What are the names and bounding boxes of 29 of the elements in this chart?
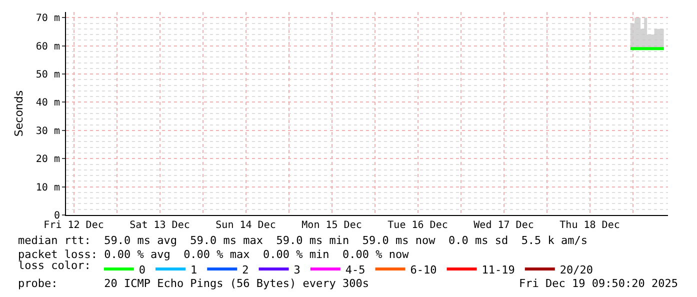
y-axis-title: Seconds <box>12 90 26 137</box>
y-tick-label: 20 m <box>36 154 60 166</box>
x-tick-label: Wed 17 Dec <box>474 220 534 231</box>
x-tick-label: Sat 13 Dec <box>130 220 190 231</box>
legend-label: 4-5 <box>345 263 366 276</box>
y-tick-label: 30 m <box>36 126 60 137</box>
x-tick-label: Thu 18 Dec <box>560 220 620 231</box>
legend-label: 11-19 <box>482 263 515 276</box>
x-tick-label: Sun 14 Dec <box>216 220 276 231</box>
text: Fri Dec 19 09:50:20 2025 <box>519 277 678 290</box>
legend-label: 1 <box>190 263 198 276</box>
x-tick-label: Mon 15 Dec <box>302 220 362 231</box>
legend-label: 2 <box>242 263 249 276</box>
y-tick-label: 10 m <box>36 182 60 194</box>
text: probe: 20 ICMP Echo Pings (56 Bytes) every 300s <box>18 277 369 290</box>
legend-label: 3 <box>294 263 300 276</box>
x-tick-label: Fri 12 Dec <box>44 220 104 231</box>
text: median rtt: 59.0 ms avg 59.0 ms max 59.0 ms min 59.0 ms now 0.0 ms sd 5.5 k am/s <box>18 234 588 247</box>
legend-label: 0 <box>138 263 146 276</box>
legend-label: 20/20 <box>560 263 594 276</box>
x-tick-label: Tue 16 Dec <box>388 220 448 231</box>
legend-title: loss color: <box>18 258 91 272</box>
y-tick-label: 50 m <box>36 70 60 81</box>
y-tick-label: 60 m <box>36 41 60 52</box>
y-tick-label: 0 <box>54 210 60 222</box>
y-tick-label: 40 m <box>36 98 60 109</box>
y-tick-label: 70 m <box>36 13 60 24</box>
text: packet loss: 0.00 % avg 0.00 % max 0.00 % min 0.00 % now <box>18 248 410 261</box>
legend-label: 6-10 <box>410 263 437 276</box>
